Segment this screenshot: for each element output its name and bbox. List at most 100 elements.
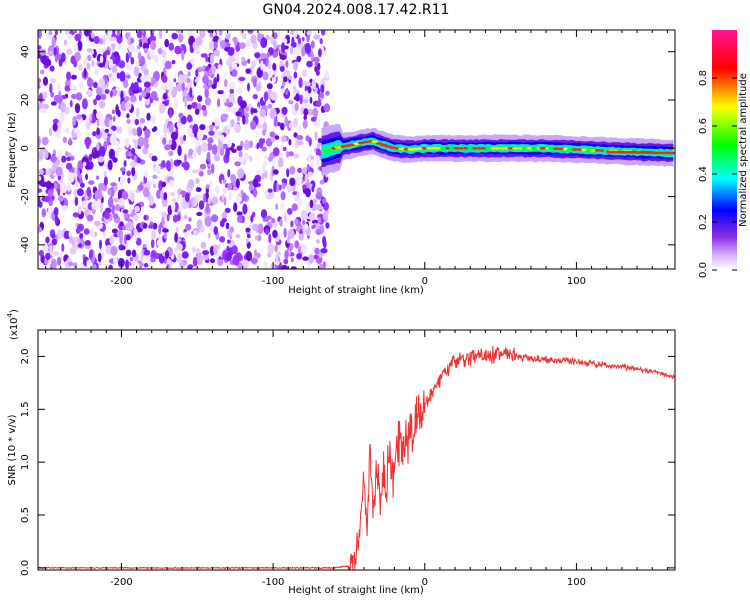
noise-blob: [150, 250, 157, 261]
noise-blob: [272, 147, 280, 157]
noise-blob: [174, 232, 178, 243]
noise-blob: [92, 131, 97, 137]
noise-blob: [309, 199, 314, 209]
noise-blob: [142, 187, 150, 198]
noise-blob: [66, 48, 73, 56]
noise-blob: [275, 253, 279, 264]
noise-blob: [302, 167, 308, 175]
noise-blob: [123, 78, 129, 89]
noise-blob: [165, 160, 171, 171]
noise-blob: [97, 156, 105, 163]
noise-blob: [198, 200, 205, 210]
noise-blob: [144, 128, 151, 139]
noise-blob: [285, 151, 290, 158]
noise-blob: [107, 159, 113, 171]
noise-blob: [186, 62, 193, 70]
noise-blob: [284, 116, 289, 127]
noise-blob: [243, 153, 250, 160]
noise-blob: [77, 160, 84, 171]
noise-blob: [110, 90, 113, 98]
noise-blob: [86, 259, 91, 269]
noise-blob: [94, 190, 99, 202]
noise-blob: [145, 99, 150, 106]
noise-blob: [195, 36, 203, 46]
noise-blob: [46, 34, 54, 40]
noise-blob: [65, 151, 69, 157]
noise-blob: [274, 135, 280, 140]
noise-blob: [92, 263, 97, 269]
noise-blob: [311, 185, 315, 193]
noise-blob: [68, 137, 72, 146]
snr-scale-close: ): [9, 309, 20, 313]
noise-blob: [250, 258, 258, 264]
noise-blob: [66, 33, 73, 40]
noise-blob: [211, 144, 218, 155]
noise-blob: [135, 237, 142, 246]
noise-blob: [242, 203, 248, 215]
signal-core: [371, 140, 378, 143]
noise-blob: [74, 33, 82, 42]
noise-blob: [259, 109, 267, 118]
noise-blob: [158, 224, 162, 235]
noise-blob: [204, 87, 209, 99]
noise-blob: [99, 100, 106, 109]
noise-blob: [313, 34, 321, 40]
noise-blob: [98, 38, 104, 45]
noise-blob: [69, 246, 77, 255]
noise-blob: [283, 258, 289, 265]
noise-blob: [52, 118, 59, 124]
noise-blob: [257, 32, 261, 43]
noise-blob: [134, 205, 141, 213]
noise-blob: [242, 192, 247, 202]
noise-blob: [185, 192, 190, 203]
noise-blob: [213, 41, 218, 49]
noise-blob: [168, 80, 174, 92]
noise-blob: [244, 40, 252, 48]
noise-blob: [176, 214, 181, 222]
noise-blob: [121, 191, 129, 200]
noise-blob: [274, 244, 278, 253]
noise-blob: [190, 57, 195, 66]
noise-blob: [150, 230, 157, 240]
noise-blob: [79, 82, 84, 90]
noise-blob: [306, 60, 313, 68]
noise-blob: [134, 118, 139, 126]
noise-blob: [244, 116, 249, 125]
noise-blob: [280, 191, 286, 201]
noise-blob: [102, 35, 106, 46]
noise-blob: [315, 204, 323, 211]
noise-blob: [317, 137, 323, 144]
noise-blob: [143, 68, 149, 76]
noise-blob: [307, 108, 314, 116]
noise-blob: [118, 197, 125, 207]
noise-blob: [251, 60, 256, 69]
noise-blob: [142, 222, 148, 229]
noise-blob: [178, 261, 186, 268]
snr-xtick-label: 100: [567, 577, 586, 588]
snr-ytick-label: 1.5: [20, 401, 31, 417]
noise-blob: [273, 182, 277, 193]
noise-blob: [303, 98, 309, 103]
noise-blob: [90, 50, 94, 55]
noise-blob: [151, 155, 158, 161]
noise-blob: [146, 112, 151, 121]
noise-blob: [103, 132, 108, 141]
noise-blob: [78, 205, 82, 215]
noise-blob: [62, 136, 68, 144]
noise-blob: [281, 106, 288, 115]
noise-blob: [227, 47, 235, 56]
noise-blob: [269, 131, 276, 138]
noise-blob: [250, 214, 254, 223]
noise-blob: [325, 222, 330, 229]
noise-blob: [217, 64, 223, 69]
noise-blob: [83, 161, 87, 167]
noise-blob: [312, 198, 318, 204]
noise-blob: [64, 30, 70, 35]
noise-blob: [74, 44, 79, 53]
noise-blob: [282, 146, 287, 152]
noise-blob: [168, 108, 173, 119]
noise-blob: [279, 65, 285, 72]
noise-blob: [293, 44, 301, 56]
noise-blob: [249, 155, 253, 163]
noise-blob: [84, 240, 92, 246]
